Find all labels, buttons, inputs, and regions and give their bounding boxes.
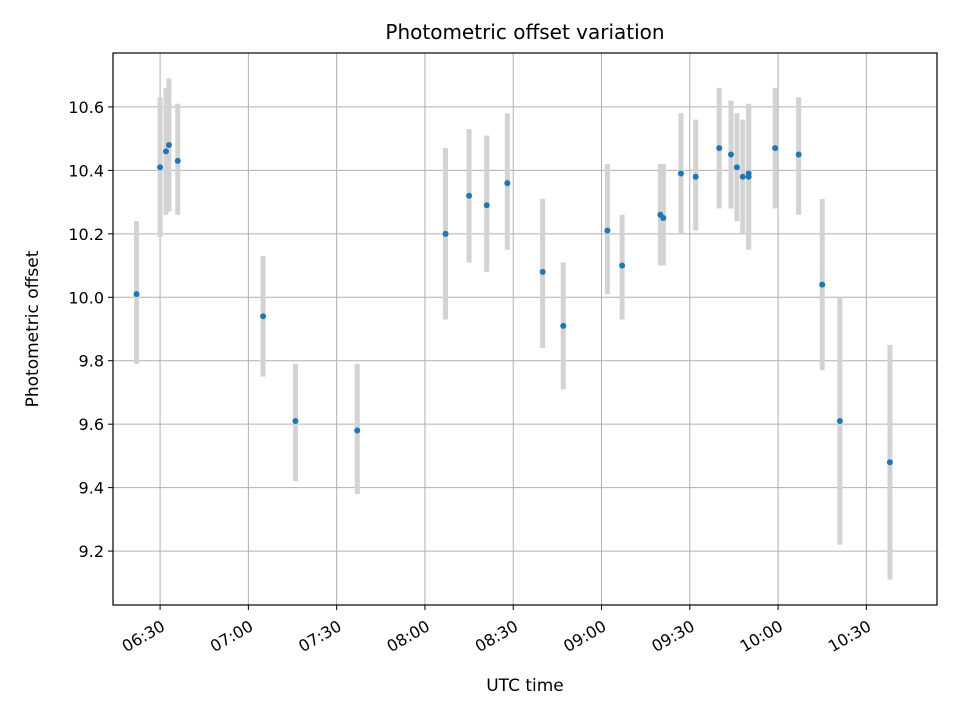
- data-point: [772, 145, 779, 152]
- data-point: [819, 281, 826, 288]
- data-point: [560, 322, 567, 329]
- x-axis-label: UTC time: [486, 676, 564, 696]
- y-tick-label: 10.0: [68, 288, 104, 307]
- data-point: [795, 151, 802, 158]
- data-point: [466, 192, 473, 199]
- data-point: [739, 173, 746, 180]
- y-axis-label: Photometric offset: [23, 250, 43, 407]
- y-tick-label: 10.2: [68, 225, 104, 244]
- data-point: [660, 214, 667, 221]
- y-tick-label: 9.4: [79, 479, 104, 498]
- y-tick-label: 10.6: [68, 98, 104, 117]
- data-point: [539, 268, 546, 275]
- data-point: [174, 157, 181, 164]
- data-point: [483, 202, 490, 209]
- chart-title: Photometric offset variation: [385, 20, 664, 44]
- plot-frame: [112, 52, 938, 606]
- data-point: [728, 151, 734, 158]
- data-point: [354, 427, 361, 434]
- y-axis-ticks: 9.2 9.4 9.6 9.8 10.0 10.2 10.4 10.6: [68, 98, 113, 561]
- data-point: [157, 164, 164, 171]
- data-points: [133, 142, 893, 466]
- data-point: [504, 180, 511, 187]
- data-point: [162, 148, 169, 155]
- data-point: [836, 418, 843, 424]
- data-point: [604, 227, 611, 234]
- data-point: [733, 164, 740, 171]
- data-point: [292, 418, 299, 424]
- data-point: [886, 459, 893, 466]
- data-point: [260, 313, 267, 320]
- data-point: [442, 230, 449, 237]
- y-tick-label: 10.4: [68, 161, 104, 180]
- y-tick-label: 9.2: [79, 542, 104, 561]
- data-point: [692, 173, 699, 180]
- data-point: [716, 145, 723, 152]
- y-tick-label: 9.8: [79, 352, 104, 371]
- data-point: [165, 142, 172, 148]
- data-point: [133, 291, 140, 298]
- data-point: [677, 170, 684, 177]
- data-point: [619, 262, 626, 269]
- data-point: [745, 173, 752, 180]
- grid-lines: [113, 53, 937, 605]
- y-tick-label: 9.6: [79, 415, 104, 434]
